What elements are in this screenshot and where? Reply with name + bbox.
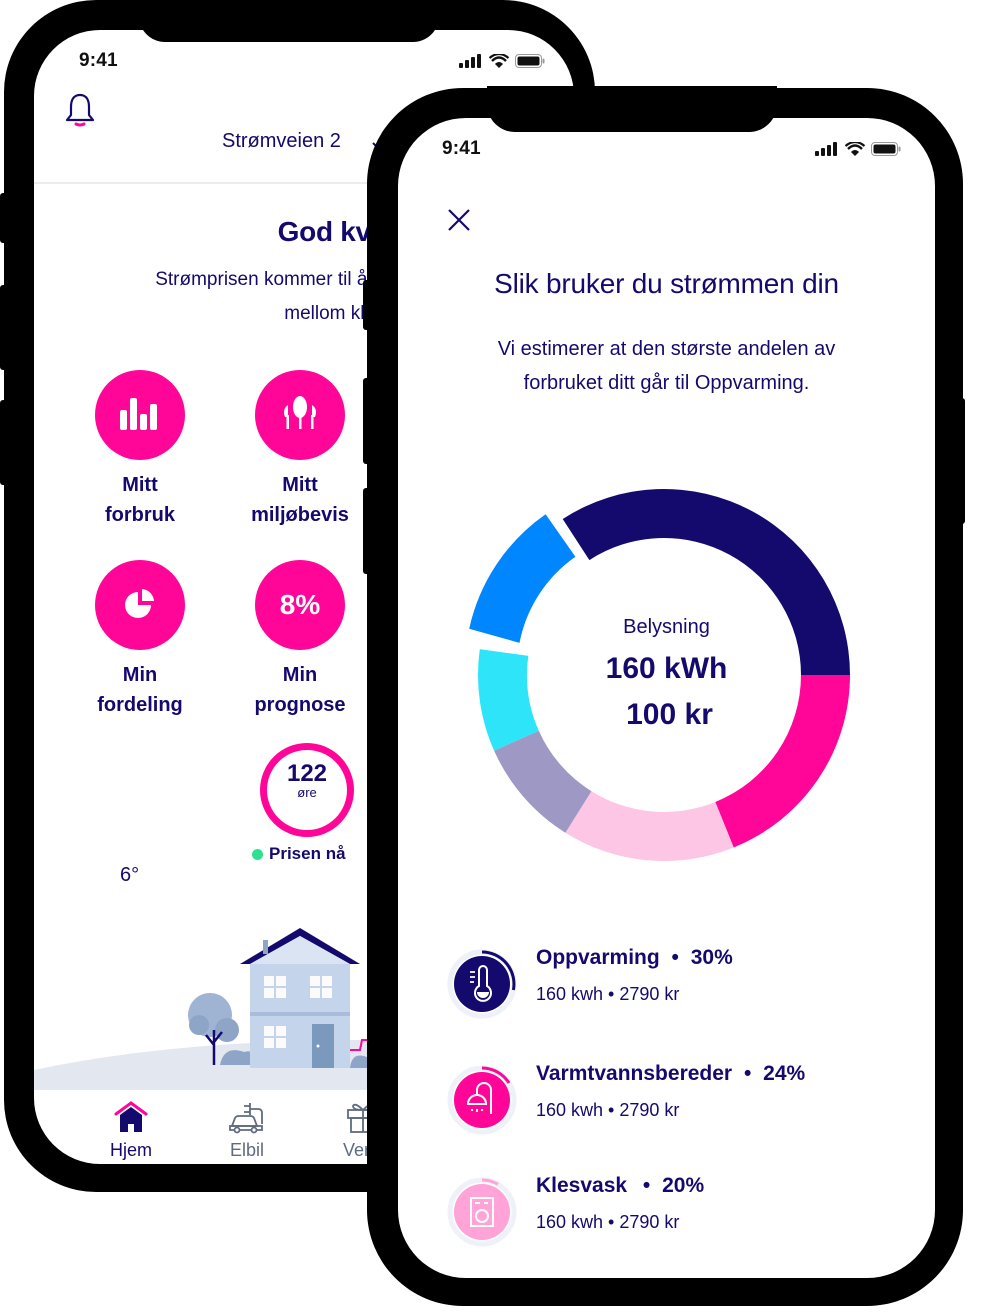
tile-label-line2: fordeling <box>97 694 183 716</box>
usage-detail: 160 kwh • 2790 kr <box>536 984 680 1004</box>
washing-machine-icon <box>446 1176 518 1248</box>
tab-hjem[interactable]: Hjem <box>86 1100 176 1161</box>
tile-icon-circle: 8% <box>255 560 345 650</box>
close-icon[interactable] <box>447 208 471 232</box>
price-now-text: Prisen nå <box>269 844 346 863</box>
usage-item-klesvask[interactable]: Klesvask • 20% 160 kwh • 2790 kr <box>446 1174 906 1248</box>
usage-item-varmtvannsbereder[interactable]: Varmtvannsbereder • 24% 160 kwh • 2790 k… <box>446 1062 906 1136</box>
subtitle-line2: forbruket ditt går til Oppvarming. <box>523 372 810 394</box>
status-time: 9:41 <box>442 138 481 159</box>
usage-detail: 160 kwh • 2790 kr <box>536 1212 680 1232</box>
tile-icon-circle <box>95 560 185 650</box>
status-icons <box>815 140 901 161</box>
tile-label-line2: miljøbevis <box>251 504 349 526</box>
price-message-line1: Strømprisen kommer til å va <box>155 269 393 290</box>
bell-icon[interactable] <box>64 92 96 128</box>
usage-title: Oppvarming • 30% <box>536 946 733 969</box>
usage-item-oppvarming[interactable]: Oppvarming • 30% 160 kwh • 2790 kr <box>446 946 906 1020</box>
subtitle-line1: Vi estimerer at den største andelen av <box>497 338 836 360</box>
price-value: 122 <box>286 760 328 787</box>
usage-detail: 160 kwh • 2790 kr <box>536 1100 680 1120</box>
usage-percent: 30% <box>690 946 733 969</box>
usage-donut-chart[interactable] <box>454 465 874 885</box>
tile-label-line1: Min <box>282 664 318 686</box>
price-unit: øre <box>297 785 317 800</box>
thermometer-icon <box>446 948 518 1020</box>
tile-mitt-forbruk[interactable]: Mitt forbruk <box>80 370 200 530</box>
address-label: Strømveien 2 <box>222 130 341 152</box>
phone-notch <box>487 86 777 132</box>
status-time: 9:41 <box>79 50 118 71</box>
shower-icon <box>446 1064 518 1136</box>
usage-percent: 20% <box>662 1174 705 1197</box>
current-price-ring[interactable]: 122 øre <box>260 743 354 837</box>
donut-center-label: Belysning <box>623 616 710 638</box>
tab-label: Hjem <box>109 1140 152 1160</box>
tile-label-line1: Min <box>122 664 158 686</box>
usage-title: Klesvask • 20% <box>536 1174 705 1197</box>
house-illustration-icon <box>34 920 574 1090</box>
header-divider <box>34 182 574 184</box>
donut-center-energy: 160 kWh <box>605 652 728 685</box>
phone-notch <box>139 0 439 42</box>
usage-name: Varmtvannsbereder <box>536 1062 733 1085</box>
tile-label-line2: forbruk <box>105 504 175 526</box>
signal-icon <box>459 54 483 73</box>
tile-label-line1: Mitt <box>122 474 158 496</box>
tab-label: Elbil <box>229 1140 264 1160</box>
tile-icon-circle <box>95 370 185 460</box>
tile-label-line1: Mitt <box>282 474 318 496</box>
ev-car-icon <box>202 1100 292 1140</box>
tile-label-line2: prognose <box>254 694 346 716</box>
usage-title: Varmtvannsbereder • 24% <box>536 1062 806 1085</box>
tile-icon-circle <box>255 370 345 460</box>
prognose-percent: 8% <box>279 589 321 620</box>
page-subtitle: Vi estimerer at den største andelen av f… <box>428 332 905 400</box>
tab-elbil[interactable]: Elbil <box>202 1100 292 1161</box>
usage-name: Oppvarming <box>536 946 660 969</box>
trees-icon <box>278 395 322 436</box>
pie-chart-icon <box>123 586 157 625</box>
status-icons <box>459 52 545 73</box>
bar-chart-icon <box>118 396 162 435</box>
usage-percent: 24% <box>763 1062 806 1085</box>
wifi-icon <box>488 52 510 73</box>
front-phone-frame: 9:41 Slik bruker du strømmen din Vi esti… <box>367 86 963 1306</box>
front-phone-screen: 9:41 Slik bruker du strømmen din Vi esti… <box>398 118 935 1278</box>
tile-mitt-miljobevis[interactable]: Mitt miljøbevis <box>240 370 360 530</box>
wifi-icon <box>844 140 866 161</box>
temperature: 6° <box>120 864 140 886</box>
home-icon <box>86 1100 176 1140</box>
page-title: Slik bruker du strømmen din <box>494 268 839 299</box>
battery-icon <box>515 54 545 73</box>
price-now-label: Prisen nå <box>252 844 346 864</box>
donut-center-cost: 100 kr <box>626 698 713 731</box>
usage-name: Klesvask <box>536 1174 628 1197</box>
tile-min-prognose[interactable]: 8% Min prognose <box>240 560 360 720</box>
signal-icon <box>815 142 839 161</box>
tile-min-fordeling[interactable]: Min fordeling <box>80 560 200 720</box>
status-dot-icon <box>252 848 263 860</box>
battery-icon <box>871 142 901 161</box>
